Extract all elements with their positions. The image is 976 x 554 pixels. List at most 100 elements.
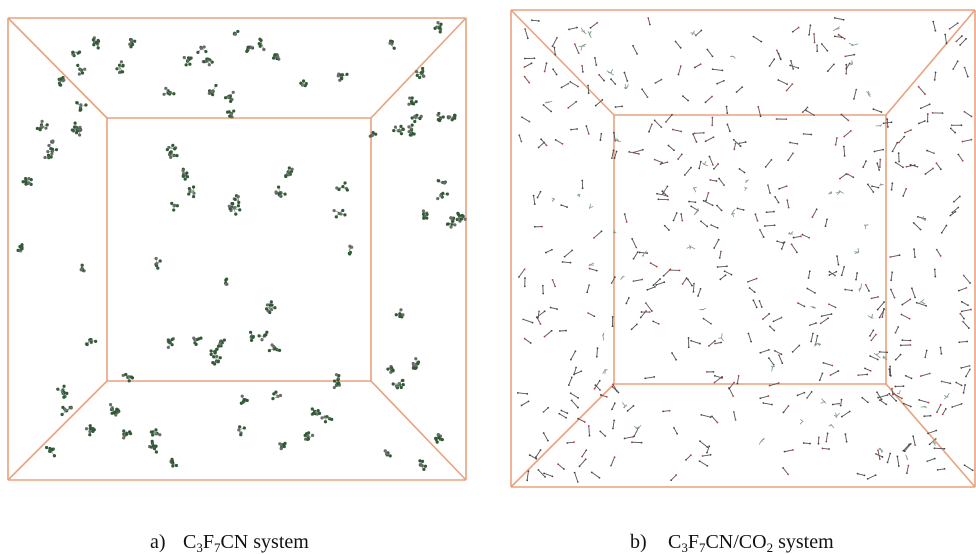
- atom: [932, 20, 935, 23]
- atom: [869, 355, 872, 357]
- atom: [229, 99, 233, 103]
- atom: [611, 385, 614, 388]
- bond: [880, 184, 883, 186]
- atom: [792, 152, 794, 155]
- bond: [733, 56, 736, 59]
- atom: [781, 362, 784, 364]
- atom: [836, 137, 838, 139]
- atom: [939, 168, 942, 171]
- atom: [909, 298, 912, 301]
- bond: [828, 303, 836, 308]
- atom: [892, 392, 895, 395]
- atom: [818, 379, 821, 381]
- atom: [38, 128, 42, 132]
- atom: [570, 358, 572, 361]
- atom: [728, 387, 730, 389]
- atom: [675, 358, 678, 361]
- bond: [880, 125, 882, 127]
- atom: [641, 278, 644, 281]
- bond: [571, 128, 578, 131]
- bond: [903, 403, 911, 407]
- atom: [129, 39, 134, 43]
- box-b: [510, 9, 976, 488]
- bond: [918, 86, 926, 95]
- bond: [964, 111, 972, 117]
- bond: [700, 220, 708, 227]
- bond: [800, 419, 804, 422]
- atom: [24, 177, 28, 181]
- atom: [62, 78, 66, 82]
- bond: [702, 454, 711, 457]
- bond: [879, 184, 882, 187]
- atom: [158, 259, 162, 263]
- atom: [69, 406, 73, 410]
- atom: [960, 300, 963, 303]
- atom: [60, 412, 64, 417]
- bond: [881, 308, 885, 318]
- atom: [425, 216, 429, 220]
- atom: [845, 67, 848, 70]
- atom: [927, 401, 930, 404]
- atom: [655, 265, 658, 268]
- atom: [636, 251, 639, 254]
- atom: [866, 373, 869, 376]
- bond: [717, 265, 727, 268]
- atom: [663, 224, 666, 227]
- atom: [826, 49, 829, 52]
- atom: [414, 100, 418, 104]
- atom: [323, 420, 328, 424]
- caption-label: b): [630, 531, 647, 553]
- bond: [547, 100, 553, 104]
- atom: [604, 435, 607, 437]
- atom: [646, 252, 649, 255]
- atom: [762, 236, 765, 238]
- atom: [249, 45, 254, 49]
- atom: [662, 192, 664, 195]
- atom: [242, 399, 246, 403]
- atom: [820, 43, 823, 45]
- bond: [802, 107, 808, 113]
- bond: [710, 179, 717, 182]
- bond: [703, 200, 713, 206]
- bond: [893, 393, 903, 399]
- atom: [955, 381, 958, 384]
- atom: [810, 390, 813, 393]
- atom: [127, 379, 131, 383]
- bond: [573, 367, 577, 375]
- atom: [875, 453, 877, 455]
- atom: [24, 182, 28, 186]
- atom: [545, 62, 548, 65]
- atom: [277, 348, 282, 352]
- atom: [785, 118, 788, 121]
- bond: [670, 474, 677, 481]
- atom: [782, 411, 785, 414]
- bond: [521, 400, 529, 406]
- atom: [960, 310, 963, 313]
- atom: [872, 329, 875, 332]
- atom: [962, 274, 965, 277]
- bond: [529, 454, 537, 460]
- atom: [939, 403, 942, 406]
- atom: [577, 85, 579, 88]
- bond: [840, 399, 842, 406]
- atom: [683, 174, 686, 176]
- formula-sub: 3: [196, 540, 203, 554]
- atom: [842, 145, 845, 148]
- atom: [451, 219, 455, 223]
- atom: [207, 63, 211, 67]
- atom: [718, 177, 721, 180]
- bond: [927, 430, 937, 434]
- bond: [645, 302, 653, 312]
- bond: [787, 153, 794, 161]
- atom: [242, 426, 246, 430]
- atom: [577, 417, 580, 420]
- bond: [910, 164, 918, 168]
- atom: [282, 443, 286, 447]
- atom: [825, 440, 828, 443]
- atom: [441, 191, 445, 195]
- atom: [245, 398, 249, 403]
- atom: [626, 80, 629, 82]
- bond: [962, 321, 970, 329]
- bond: [936, 249, 942, 257]
- atom: [213, 362, 217, 366]
